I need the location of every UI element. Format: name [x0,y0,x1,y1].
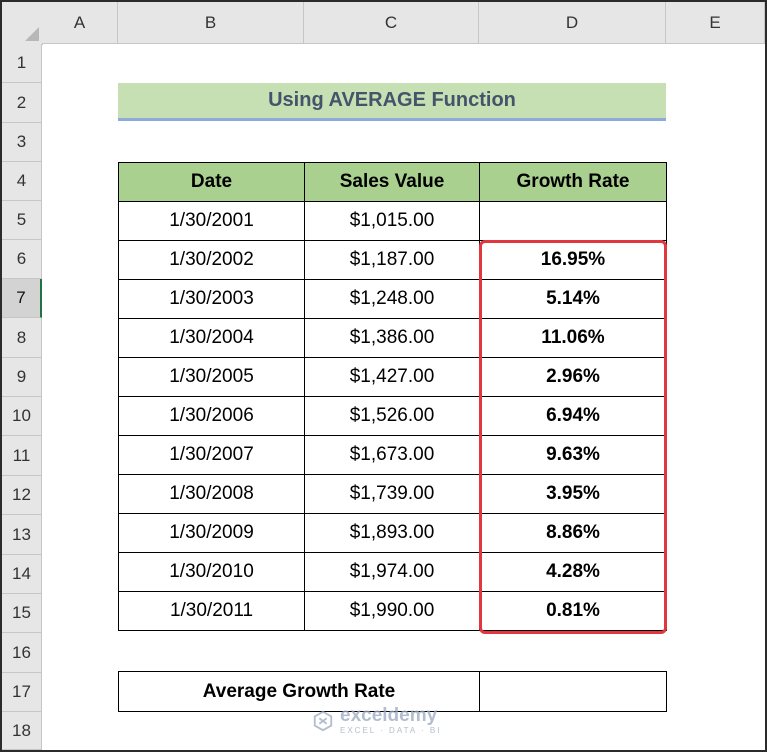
row-header-3[interactable]: 3 [2,123,42,162]
sales-cell[interactable]: $1,526.00 [304,396,480,436]
sales-cell[interactable]: $1,015.00 [304,201,480,241]
select-all-triangle-icon [25,27,39,41]
header-growth-rate[interactable]: Growth Rate [479,162,667,202]
growth-rate-cell[interactable]: 0.81% [479,591,667,631]
row-header-14[interactable]: 14 [2,555,42,594]
sheet-title[interactable]: Using AVERAGE Function [118,83,666,121]
date-cell[interactable]: 1/30/2004 [118,318,305,358]
table-header-row: Date Sales Value Growth Rate [118,162,667,202]
sales-cell[interactable]: $1,974.00 [304,552,480,592]
table-row: 1/30/2007 $1,673.00 9.63% [118,435,667,475]
table-row: 1/30/2006 $1,526.00 6.94% [118,396,667,436]
sales-cell[interactable]: $1,673.00 [304,435,480,475]
table-row: 1/30/2001 $1,015.00 [118,201,667,241]
column-header-d[interactable]: D [479,2,666,44]
row-header-18[interactable]: 18 [2,712,42,750]
header-date[interactable]: Date [118,162,305,202]
row-header-5[interactable]: 5 [2,201,42,240]
table-row: 1/30/2008 $1,739.00 3.95% [118,474,667,514]
date-cell[interactable]: 1/30/2001 [118,201,305,241]
average-value-cell[interactable] [479,671,667,712]
growth-rate-cell[interactable]: 11.06% [479,318,667,358]
row-header-12[interactable]: 12 [2,476,42,515]
average-table: Average Growth Rate [118,671,667,712]
sales-cell[interactable]: $1,739.00 [304,474,480,514]
date-cell[interactable]: 1/30/2002 [118,240,305,280]
table-row: 1/30/2011 $1,990.00 0.81% [118,591,667,631]
growth-rate-cell[interactable]: 4.28% [479,552,667,592]
growth-rate-cell[interactable] [479,201,667,241]
row-header-16[interactable]: 16 [2,633,42,673]
sales-cell[interactable]: $1,248.00 [304,279,480,319]
select-all-corner[interactable] [2,2,43,45]
table-row: 1/30/2004 $1,386.00 11.06% [118,318,667,358]
column-header-b[interactable]: B [118,2,304,44]
growth-rate-cell[interactable]: 8.86% [479,513,667,553]
row-header-8[interactable]: 8 [2,318,42,358]
row-header-9[interactable]: 9 [2,358,42,397]
row-header-11[interactable]: 11 [2,436,42,476]
table-row: 1/30/2010 $1,974.00 4.28% [118,552,667,592]
date-cell[interactable]: 1/30/2003 [118,279,305,319]
row-header-6[interactable]: 6 [2,240,42,279]
table-row: 1/30/2003 $1,248.00 5.14% [118,279,667,319]
watermark-name: exceldemy [340,705,438,726]
date-cell[interactable]: 1/30/2009 [118,513,305,553]
column-header-a[interactable]: A [42,2,118,44]
sales-cell[interactable]: $1,187.00 [304,240,480,280]
exceldemy-logo-icon [313,710,333,731]
table-row: 1/30/2009 $1,893.00 8.86% [118,513,667,553]
date-cell[interactable]: 1/30/2011 [118,591,305,631]
column-header-c[interactable]: C [304,2,479,44]
growth-rate-cell[interactable]: 2.96% [479,357,667,397]
table-row: 1/30/2002 $1,187.00 16.95% [118,240,667,280]
growth-rate-cell[interactable]: 16.95% [479,240,667,280]
growth-rate-cell[interactable]: 5.14% [479,279,667,319]
sales-cell[interactable]: $1,427.00 [304,357,480,397]
row-header-7[interactable]: 7 [2,279,42,318]
growth-rate-cell[interactable]: 6.94% [479,396,667,436]
average-row: Average Growth Rate [118,671,667,712]
watermark-tagline: EXCEL · DATA · BI [340,726,442,735]
row-header-15[interactable]: 15 [2,594,42,633]
date-cell[interactable]: 1/30/2008 [118,474,305,514]
column-header-e[interactable]: E [666,2,765,44]
row-header-10[interactable]: 10 [2,397,42,436]
growth-table: Date Sales Value Growth Rate 1/30/2001 $… [118,162,667,631]
sales-cell[interactable]: $1,990.00 [304,591,480,631]
row-header-1[interactable]: 1 [2,44,42,83]
date-cell[interactable]: 1/30/2006 [118,396,305,436]
row-header-17[interactable]: 17 [2,673,42,712]
header-sales-value[interactable]: Sales Value [304,162,480,202]
growth-rate-cell[interactable]: 3.95% [479,474,667,514]
sales-cell[interactable]: $1,386.00 [304,318,480,358]
row-header-13[interactable]: 13 [2,515,42,555]
row-header-2[interactable]: 2 [2,83,42,123]
growth-rate-cell[interactable]: 9.63% [479,435,667,475]
date-cell[interactable]: 1/30/2005 [118,357,305,397]
date-cell[interactable]: 1/30/2010 [118,552,305,592]
table-row: 1/30/2005 $1,427.00 2.96% [118,357,667,397]
sales-cell[interactable]: $1,893.00 [304,513,480,553]
exceldemy-watermark: exceldemy EXCEL · DATA · BI [312,706,441,735]
average-label-cell[interactable]: Average Growth Rate [118,671,480,712]
date-cell[interactable]: 1/30/2007 [118,435,305,475]
row-header-4[interactable]: 4 [2,162,42,201]
